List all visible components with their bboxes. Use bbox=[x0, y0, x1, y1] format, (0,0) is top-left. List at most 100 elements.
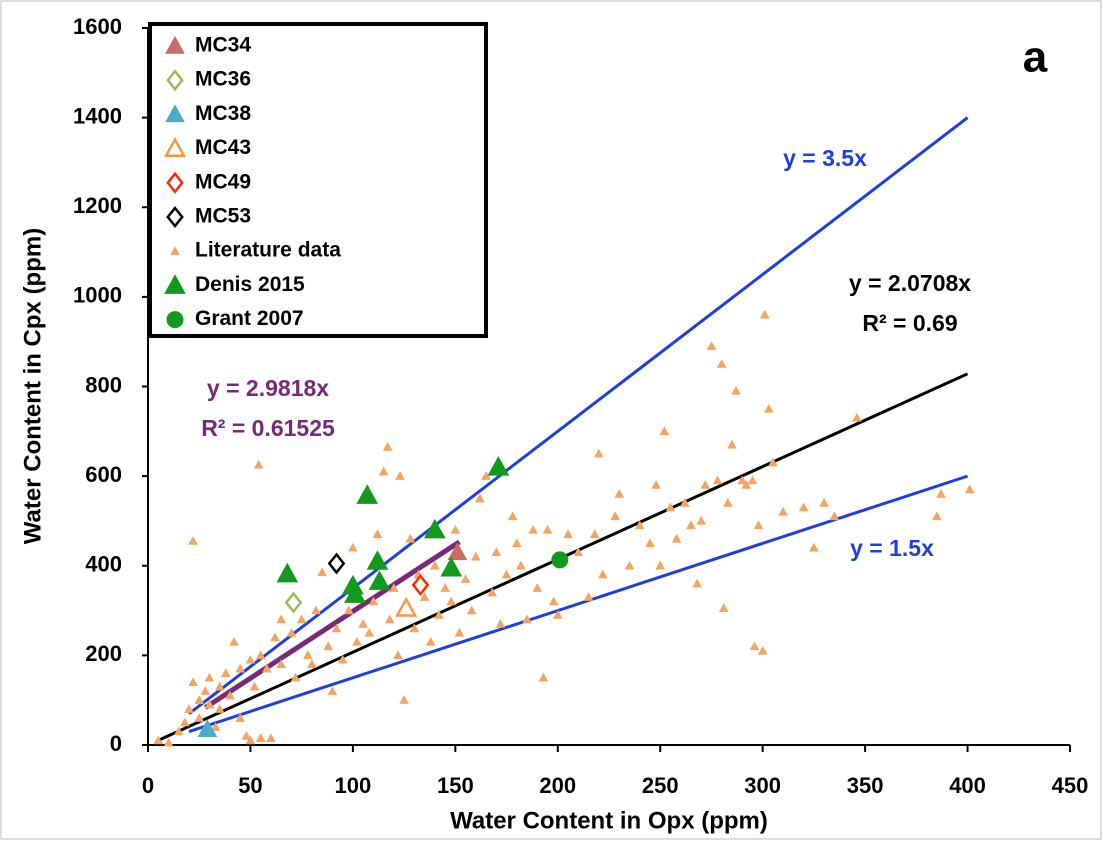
point bbox=[364, 627, 375, 637]
point bbox=[778, 506, 789, 516]
y-tick-label: 0 bbox=[110, 731, 122, 756]
point bbox=[221, 668, 231, 677]
point bbox=[290, 672, 301, 682]
y-tick-label: 1600 bbox=[73, 14, 122, 39]
legend-label: Grant 2007 bbox=[195, 307, 304, 330]
point bbox=[200, 686, 211, 695]
point bbox=[255, 733, 266, 742]
legend-label: MC36 bbox=[195, 68, 251, 91]
point bbox=[204, 672, 215, 682]
point bbox=[405, 533, 416, 543]
point bbox=[344, 583, 366, 603]
point bbox=[651, 480, 661, 489]
trendline-r2: R² = 0.61525 bbox=[201, 415, 335, 441]
point bbox=[356, 484, 379, 504]
point bbox=[225, 690, 235, 700]
point bbox=[712, 475, 723, 485]
y-tick-label: 1200 bbox=[73, 193, 122, 218]
legend-label: MC34 bbox=[195, 34, 251, 57]
point bbox=[245, 735, 256, 745]
point bbox=[964, 484, 975, 494]
legend-label: MC53 bbox=[195, 205, 251, 228]
point bbox=[348, 542, 358, 552]
x-tick-label: 50 bbox=[238, 773, 262, 798]
point bbox=[419, 592, 430, 601]
x-tick-label: 200 bbox=[539, 773, 576, 798]
panel-label: a bbox=[1023, 33, 1048, 82]
point bbox=[317, 567, 328, 577]
point bbox=[276, 614, 287, 624]
point bbox=[409, 623, 420, 633]
legend-marker bbox=[170, 246, 180, 255]
point bbox=[382, 441, 393, 451]
point bbox=[852, 412, 862, 422]
point bbox=[718, 603, 729, 613]
point bbox=[700, 480, 711, 489]
point bbox=[753, 520, 764, 530]
y-tick-label: 400 bbox=[85, 552, 122, 577]
point bbox=[768, 457, 778, 467]
point bbox=[395, 596, 418, 617]
point bbox=[188, 536, 198, 545]
x-tick-label: 400 bbox=[949, 773, 986, 798]
point bbox=[337, 654, 348, 664]
trendline bbox=[204, 539, 461, 710]
x-tick-label: 100 bbox=[335, 773, 372, 798]
legend-label: MC49 bbox=[195, 170, 251, 193]
point bbox=[393, 650, 403, 660]
point bbox=[429, 560, 440, 570]
point bbox=[255, 650, 266, 660]
point bbox=[358, 618, 368, 628]
point bbox=[542, 524, 553, 534]
point bbox=[241, 731, 252, 740]
point bbox=[454, 627, 465, 637]
legend-marker bbox=[164, 274, 186, 294]
point bbox=[302, 650, 313, 660]
point bbox=[679, 497, 690, 507]
point bbox=[552, 610, 563, 619]
point bbox=[399, 695, 409, 704]
point bbox=[425, 636, 436, 646]
point bbox=[276, 659, 287, 669]
point bbox=[475, 493, 485, 503]
x-tick-label: 300 bbox=[744, 773, 781, 798]
point bbox=[829, 511, 840, 521]
point bbox=[686, 520, 696, 530]
point bbox=[307, 659, 317, 669]
point bbox=[589, 529, 600, 539]
point bbox=[516, 560, 526, 570]
point bbox=[440, 556, 463, 577]
point bbox=[395, 471, 405, 480]
point bbox=[614, 489, 625, 498]
point bbox=[563, 529, 573, 539]
point bbox=[538, 672, 549, 682]
legend-label: Denis 2015 bbox=[195, 273, 305, 296]
point bbox=[692, 578, 702, 588]
point bbox=[931, 511, 942, 521]
y-tick-label: 1000 bbox=[73, 283, 122, 308]
point bbox=[634, 520, 645, 530]
point bbox=[501, 569, 512, 579]
point bbox=[188, 677, 198, 686]
point bbox=[548, 596, 559, 606]
point bbox=[696, 515, 707, 525]
point bbox=[372, 529, 383, 539]
legend-label: Literature data bbox=[195, 239, 341, 262]
point bbox=[727, 439, 737, 449]
point bbox=[447, 542, 468, 561]
x-tick-label: 0 bbox=[142, 773, 154, 798]
point bbox=[352, 636, 362, 646]
trendline bbox=[188, 474, 969, 733]
x-tick-label: 450 bbox=[1052, 773, 1089, 798]
point bbox=[197, 719, 218, 738]
point bbox=[331, 623, 342, 633]
point bbox=[204, 699, 215, 709]
point bbox=[528, 524, 539, 534]
trendline-r2: R² = 0.69 bbox=[862, 310, 957, 336]
legend-marker bbox=[166, 311, 184, 329]
point bbox=[173, 726, 184, 736]
point bbox=[245, 654, 256, 664]
